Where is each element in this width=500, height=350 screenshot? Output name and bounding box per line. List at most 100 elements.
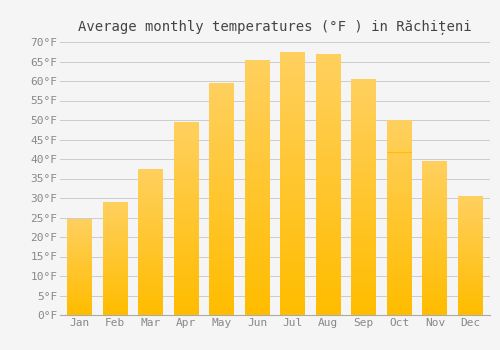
Bar bbox=[245, 153, 270, 162]
Bar bbox=[458, 295, 483, 299]
Bar bbox=[245, 145, 270, 153]
Bar bbox=[316, 289, 340, 298]
Bar bbox=[210, 91, 234, 98]
Bar bbox=[67, 296, 92, 299]
Bar bbox=[316, 54, 340, 62]
Bar bbox=[210, 230, 234, 238]
Bar bbox=[67, 289, 92, 293]
Bar bbox=[352, 229, 376, 236]
Bar bbox=[352, 189, 376, 197]
Bar bbox=[316, 210, 340, 219]
Bar bbox=[458, 283, 483, 287]
Bar bbox=[458, 224, 483, 228]
Bar bbox=[387, 140, 412, 146]
Bar bbox=[174, 154, 199, 161]
Bar bbox=[316, 228, 340, 237]
Bar bbox=[138, 242, 163, 247]
Bar bbox=[387, 237, 412, 244]
Bar bbox=[352, 197, 376, 205]
Bar bbox=[67, 251, 92, 254]
Bar bbox=[245, 60, 270, 68]
Bar bbox=[210, 292, 234, 300]
Bar bbox=[280, 262, 305, 271]
Bar bbox=[316, 149, 340, 158]
Bar bbox=[102, 292, 128, 296]
Bar bbox=[245, 238, 270, 247]
Bar bbox=[422, 264, 448, 269]
Bar bbox=[422, 289, 448, 294]
Bar bbox=[422, 161, 448, 166]
Bar bbox=[280, 253, 305, 262]
Bar bbox=[458, 216, 483, 220]
Bar bbox=[422, 279, 448, 284]
Bar bbox=[316, 80, 340, 89]
Bar bbox=[138, 169, 163, 315]
Bar bbox=[458, 303, 483, 307]
Bar bbox=[458, 311, 483, 315]
Bar bbox=[210, 121, 234, 130]
Bar bbox=[102, 202, 128, 206]
Bar bbox=[102, 307, 128, 311]
Bar bbox=[458, 208, 483, 212]
Bar bbox=[245, 196, 270, 204]
Bar bbox=[245, 179, 270, 187]
Bar bbox=[138, 310, 163, 315]
Bar bbox=[245, 264, 270, 272]
Bar bbox=[138, 305, 163, 310]
Bar bbox=[422, 294, 448, 300]
Bar bbox=[352, 260, 376, 268]
Bar bbox=[138, 237, 163, 242]
Bar bbox=[316, 158, 340, 167]
Bar bbox=[245, 272, 270, 281]
Bar bbox=[316, 132, 340, 141]
Bar bbox=[102, 304, 128, 307]
Bar bbox=[210, 238, 234, 245]
Bar bbox=[245, 162, 270, 170]
Bar bbox=[316, 71, 340, 80]
Bar bbox=[138, 271, 163, 276]
Bar bbox=[67, 302, 92, 306]
Bar bbox=[280, 131, 305, 140]
Bar bbox=[67, 280, 92, 283]
Bar bbox=[387, 250, 412, 257]
Bar bbox=[458, 287, 483, 291]
Bar bbox=[174, 238, 199, 244]
Bar bbox=[422, 269, 448, 274]
Bar bbox=[210, 268, 234, 276]
Bar bbox=[138, 281, 163, 286]
Bar bbox=[422, 197, 448, 202]
Bar bbox=[280, 69, 305, 78]
Bar bbox=[138, 193, 163, 198]
Bar bbox=[352, 111, 376, 118]
Bar bbox=[387, 191, 412, 198]
Bar bbox=[387, 126, 412, 133]
Bar bbox=[174, 122, 199, 128]
Bar bbox=[210, 114, 234, 122]
Bar bbox=[387, 159, 412, 166]
Bar bbox=[387, 120, 412, 315]
Bar bbox=[210, 261, 234, 268]
Bar bbox=[138, 295, 163, 300]
Bar bbox=[174, 148, 199, 154]
Bar bbox=[458, 236, 483, 240]
Bar bbox=[174, 270, 199, 276]
Bar bbox=[458, 247, 483, 252]
Bar bbox=[210, 145, 234, 153]
Bar bbox=[352, 158, 376, 166]
Bar bbox=[210, 130, 234, 137]
Bar bbox=[102, 296, 128, 300]
Bar bbox=[138, 247, 163, 252]
Bar bbox=[422, 233, 448, 238]
Bar bbox=[138, 222, 163, 227]
Bar bbox=[280, 175, 305, 183]
Bar bbox=[458, 228, 483, 232]
Bar bbox=[67, 239, 92, 242]
Bar bbox=[102, 240, 128, 243]
Bar bbox=[174, 212, 199, 218]
Bar bbox=[352, 174, 376, 181]
Bar bbox=[245, 68, 270, 77]
Bar bbox=[102, 209, 128, 213]
Bar bbox=[245, 85, 270, 93]
Bar bbox=[422, 212, 448, 217]
Bar bbox=[245, 298, 270, 307]
